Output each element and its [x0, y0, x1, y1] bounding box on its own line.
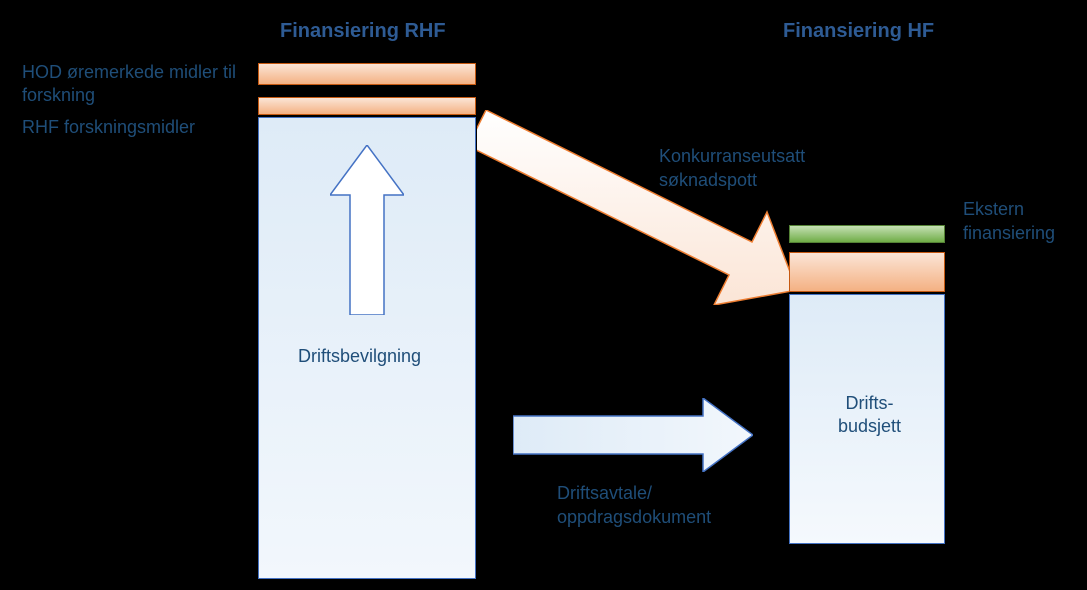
label-driftsbudsjett: Drifts- budsjett [832, 392, 907, 439]
label-hod-text: HOD øremerkede midler til forskning [22, 62, 236, 105]
label-driftsavtale-2: oppdragsdokument [557, 506, 711, 529]
label-ekstern-2: finansiering [963, 222, 1055, 245]
label-hod: HOD øremerkede midler til forskning [22, 61, 252, 108]
diagonal-arrow-icon [477, 110, 797, 305]
label-konkurranse-2: søknadspott [659, 169, 757, 192]
green-bar [789, 225, 945, 243]
hod-bar [258, 63, 476, 85]
label-ekstern-1: Ekstern [963, 198, 1024, 221]
label-driftsbudsjett-2: budsjett [838, 416, 901, 436]
label-driftsbevilgning: Driftsbevilgning [298, 345, 421, 368]
label-driftsbudsjett-1: Drifts- [846, 393, 894, 413]
title-right: Finansiering HF [783, 18, 934, 44]
up-arrow-icon [330, 145, 404, 315]
label-driftsavtale-1: Driftsavtale/ [557, 482, 652, 505]
horizontal-arrow-icon [513, 398, 753, 472]
label-rhf: RHF forskningsmidler [22, 116, 195, 139]
rhf-bar [258, 97, 476, 115]
right-orange-bar [789, 252, 945, 292]
label-konkurranse-1: Konkurranseutsatt [659, 145, 805, 168]
title-left: Finansiering RHF [280, 18, 446, 44]
